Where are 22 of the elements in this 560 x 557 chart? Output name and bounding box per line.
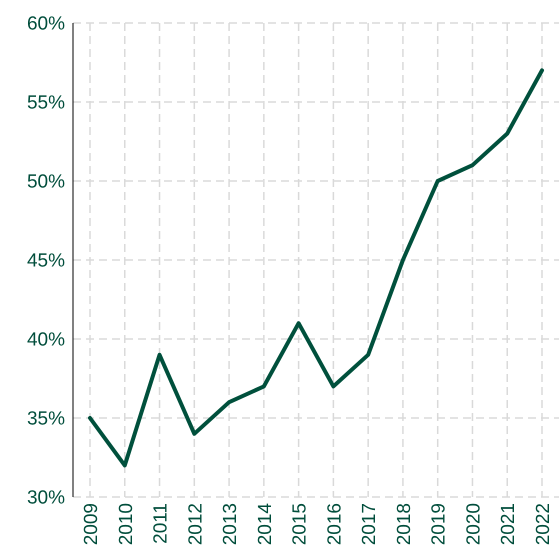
x-tick-label: 2012	[185, 503, 206, 546]
x-tick-label: 2020	[463, 503, 484, 546]
y-tick-label: 45%	[26, 250, 66, 272]
x-tick-label: 2018	[394, 503, 415, 546]
x-tick-label: 2009	[81, 503, 102, 546]
x-tick-label: 2019	[428, 503, 450, 546]
y-tick-label: 50%	[26, 172, 66, 193]
x-tick-label: 2015	[290, 503, 311, 546]
x-tick-label: 2014	[254, 502, 276, 546]
y-tick-label: 55%	[26, 92, 66, 114]
x-tick-label: 2016	[324, 503, 346, 546]
y-tick-label: 30%	[26, 488, 66, 509]
y-tick-label: 40%	[26, 330, 66, 351]
x-tick-label: 2010	[116, 503, 137, 546]
y-tick-label: 35%	[26, 408, 66, 430]
x-tick-label: 2017	[359, 503, 380, 546]
line-series	[88, 68, 544, 468]
x-tick-label: 2011	[150, 503, 172, 544]
y-tick-label: 60%	[26, 14, 66, 35]
x-tick-label: 2022	[533, 503, 554, 546]
x-tick-label: 2021	[498, 503, 520, 546]
x-tick-label: 2013	[220, 503, 242, 546]
